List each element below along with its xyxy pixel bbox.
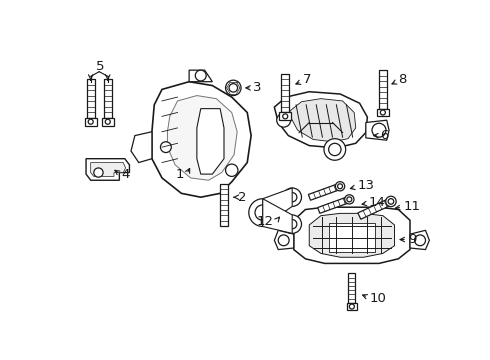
Circle shape [347, 197, 352, 202]
Circle shape [349, 304, 354, 309]
Circle shape [372, 123, 386, 137]
Polygon shape [274, 92, 368, 148]
Text: 11: 11 [404, 200, 421, 213]
Circle shape [288, 193, 297, 202]
Polygon shape [197, 109, 224, 174]
Circle shape [283, 215, 301, 233]
Circle shape [277, 113, 291, 127]
Polygon shape [189, 70, 212, 82]
Polygon shape [86, 159, 129, 180]
Bar [87, 80, 95, 118]
Bar [102, 118, 114, 126]
Circle shape [335, 182, 344, 191]
Circle shape [388, 199, 394, 204]
Circle shape [288, 220, 297, 229]
Text: 2: 2 [238, 191, 246, 204]
Circle shape [283, 188, 301, 206]
Bar [348, 274, 355, 303]
Circle shape [415, 235, 425, 246]
Circle shape [386, 196, 396, 207]
Polygon shape [318, 197, 350, 213]
Text: 3: 3 [253, 81, 262, 94]
Polygon shape [168, 95, 237, 180]
Bar [346, 303, 357, 310]
Polygon shape [263, 188, 292, 226]
Polygon shape [263, 199, 292, 233]
Bar [379, 70, 387, 109]
Bar [104, 80, 112, 118]
Circle shape [160, 142, 172, 153]
Bar [329, 222, 375, 252]
Text: 10: 10 [369, 292, 387, 305]
Circle shape [88, 119, 93, 124]
Text: 4: 4 [122, 168, 130, 181]
Circle shape [225, 164, 238, 176]
Polygon shape [152, 82, 251, 197]
Circle shape [329, 143, 341, 156]
Text: 12: 12 [257, 215, 273, 228]
Text: 8: 8 [398, 73, 407, 86]
Circle shape [225, 80, 241, 95]
Circle shape [283, 114, 288, 119]
Polygon shape [290, 99, 356, 142]
Circle shape [324, 139, 345, 160]
Text: 6: 6 [381, 129, 389, 142]
Polygon shape [358, 198, 392, 219]
Bar [220, 184, 228, 226]
Circle shape [196, 70, 206, 81]
Polygon shape [309, 213, 394, 257]
Text: 7: 7 [303, 73, 312, 86]
Text: 1: 1 [176, 168, 184, 181]
Polygon shape [294, 207, 410, 264]
Circle shape [278, 235, 289, 246]
Polygon shape [410, 230, 429, 249]
Polygon shape [366, 120, 389, 140]
Polygon shape [131, 132, 152, 163]
Circle shape [249, 199, 277, 226]
Text: 5: 5 [96, 60, 104, 73]
Circle shape [255, 205, 270, 220]
Bar [85, 118, 97, 126]
Circle shape [94, 168, 103, 177]
Text: 9: 9 [409, 233, 417, 246]
Circle shape [105, 119, 110, 124]
Polygon shape [274, 230, 294, 249]
Polygon shape [308, 183, 341, 200]
Bar [377, 109, 389, 116]
Bar [279, 112, 291, 120]
Bar [281, 74, 289, 112]
Circle shape [338, 184, 343, 189]
Circle shape [344, 195, 354, 204]
Text: 14: 14 [369, 196, 386, 209]
Circle shape [229, 84, 238, 92]
Circle shape [380, 110, 386, 115]
Text: 13: 13 [357, 179, 374, 192]
Polygon shape [91, 163, 125, 176]
